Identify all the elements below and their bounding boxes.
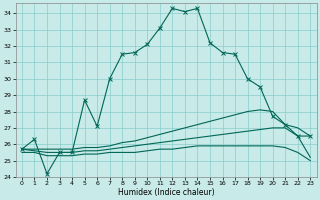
X-axis label: Humidex (Indice chaleur): Humidex (Indice chaleur): [118, 188, 214, 197]
